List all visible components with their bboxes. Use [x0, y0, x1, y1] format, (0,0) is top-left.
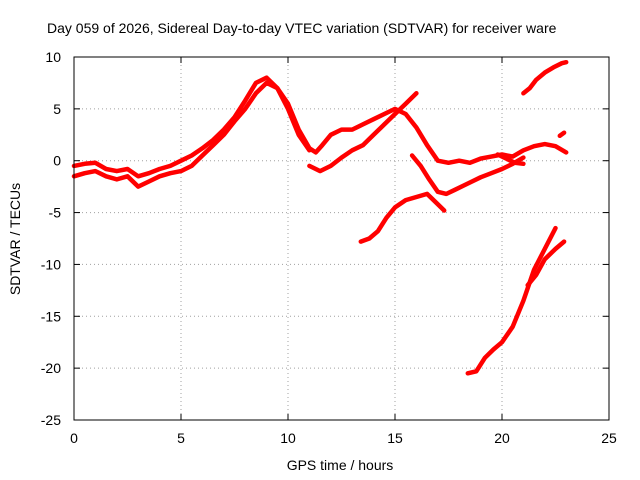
series-arc-3: [307, 91, 419, 174]
y-tick-label: -25: [41, 412, 61, 428]
series-arc-6: [465, 225, 558, 376]
y-axis-label: SDTVAR / TECUs: [7, 183, 23, 295]
chart-title: Day 059 of 2026, Sidereal Day-to-day VTE…: [47, 20, 557, 36]
y-tick-label: -5: [49, 205, 62, 221]
series-arc-1: [71, 80, 569, 189]
y-tick-label: -15: [41, 308, 61, 324]
x-tick-label: 20: [494, 430, 510, 446]
tick-labels: 0 5 10 15 20 25 10 5 0 -5 -10 -15 -20 -25: [41, 49, 617, 446]
x-tick-label: 15: [387, 430, 403, 446]
series-arc-2: [71, 75, 312, 179]
series-arc-4: [409, 153, 526, 197]
x-tick-label: 25: [601, 430, 617, 446]
series-arc-10: [557, 130, 567, 139]
x-tick-label: 0: [70, 430, 78, 446]
series-arc-9: [521, 59, 569, 96]
y-tick-label: 10: [45, 49, 61, 65]
y-tick-label: 0: [53, 153, 61, 169]
series-arc-7: [525, 239, 567, 288]
x-axis-label: GPS time / hours: [287, 457, 394, 473]
series-arc-8: [495, 152, 526, 167]
grid-lines: [74, 57, 609, 420]
data-series: [71, 59, 569, 376]
axis-ticks: [73, 56, 610, 421]
plot-frame: [73, 56, 610, 421]
y-tick-label: 5: [53, 101, 61, 117]
x-tick-label: 5: [177, 430, 185, 446]
x-tick-label: 10: [280, 430, 296, 446]
y-tick-label: -10: [41, 256, 61, 272]
series-arc-5: [358, 191, 447, 244]
y-tick-label: -20: [41, 360, 61, 376]
